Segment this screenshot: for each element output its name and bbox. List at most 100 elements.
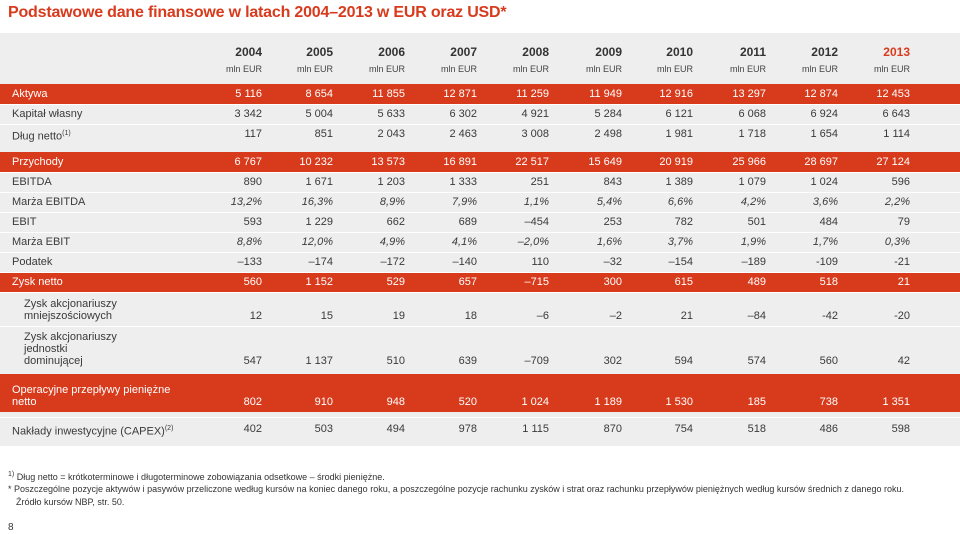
table-cell: 615 [674, 276, 693, 288]
table-cell: 843 [603, 176, 622, 188]
unit-header: mln EUR [873, 64, 910, 74]
table-cell: –454 [524, 216, 549, 228]
row-label: Operacyjne przepływy pieniężne netto [12, 384, 170, 408]
table-cell: 782 [674, 216, 693, 228]
table-cell: 11 949 [589, 88, 622, 100]
table-cell: –84 [747, 310, 766, 322]
table-cell: 12 [249, 310, 262, 322]
table-cell: 560 [819, 355, 838, 367]
table-cell: 547 [243, 355, 262, 367]
table-row: Marża EBITDA 13,2% 16,3% 8,9% 7,9% 1,1% 5,4% 6,… [0, 192, 960, 212]
row-label-text: Aktywa [12, 88, 48, 100]
table-cell: 489 [747, 276, 766, 288]
footnote-1-marker: 1) [8, 471, 15, 478]
row-label-line: Operacyjne przepływy pieniężne [12, 384, 171, 396]
footnote-1-text: Dług netto = krótkoterminowe i długoterm… [16, 472, 385, 482]
table-row: Kapitał własny 3 342 5 004 5 633 6 302 4 921 5… [0, 104, 960, 124]
table-cell: –715 [524, 276, 549, 288]
table-cell: 1 530 [665, 396, 693, 408]
table-row: Dług netto(1) 117 851 2 043 2 463 3 008 2 498 1… [0, 124, 960, 144]
table-cell: 3 008 [521, 128, 549, 140]
table-cell: 4,2% [740, 196, 766, 208]
table-cell: 1 203 [377, 176, 405, 188]
table-cell: 6 767 [234, 156, 262, 168]
table-cell: 3,6% [812, 196, 838, 208]
table-cell: 16,3% [301, 196, 333, 208]
table-row: Operacyjne przepływy pieniężne netto 802 91… [0, 374, 960, 412]
row-divider [0, 326, 960, 327]
page-title: Podstawowe dane finansowe w latach 2004–… [8, 4, 507, 21]
footnote-1: 1) Dług netto = krótkoterminowe i długot… [8, 469, 385, 483]
table-cell: 300 [603, 276, 622, 288]
table-cell: 2 043 [377, 128, 405, 140]
table-row: Zysk akcjonariuszy mniejszościowych 12 15 19… [0, 292, 960, 326]
table-cell: 1,6% [596, 236, 622, 248]
table-cell: –189 [741, 256, 766, 268]
year-header: 2013 [883, 45, 910, 59]
table-cell: 4,9% [379, 236, 405, 248]
row-label: Kapitał własny [12, 108, 82, 120]
table-cell: -42 [822, 310, 838, 322]
table-cell: 11 259 [516, 88, 549, 100]
table-cell: 910 [314, 396, 333, 408]
table-cell: 6 121 [665, 108, 693, 120]
table-cell: 560 [243, 276, 262, 288]
table-cell: 518 [747, 422, 766, 435]
table-cell: 1 024 [810, 176, 838, 188]
table-cell: 1 229 [305, 216, 333, 228]
table-cell: 596 [891, 176, 910, 188]
row-label: EBITDA [12, 176, 52, 188]
table-cell: 6 068 [738, 108, 766, 120]
table-cell: 890 [243, 176, 262, 188]
table-cell: 501 [747, 216, 766, 228]
row-label-line: Zysk akcjonariuszy [24, 331, 117, 343]
table-cell: 851 [314, 128, 333, 140]
year-header: 2007 [450, 45, 477, 59]
table-cell: 20 919 [659, 156, 693, 168]
table-cell: 253 [603, 216, 622, 228]
table-cell: 1 079 [738, 176, 766, 188]
table-cell: 21 [680, 310, 693, 322]
table-cell: –172 [380, 256, 405, 268]
table-cell: 593 [243, 216, 262, 228]
row-label-text: Kapitał własny [12, 108, 83, 120]
table-cell: 12 874 [804, 88, 838, 100]
year-header: 2012 [811, 45, 838, 59]
table-cell: –174 [308, 256, 333, 268]
year-header: 2004 [235, 45, 262, 59]
row-divider [0, 124, 960, 125]
table-cell: 185 [747, 396, 766, 408]
table-header: 2004 mln EUR 2005 mln EUR 2006 mln EUR 2007 mln… [0, 45, 960, 81]
page-number: 8 [8, 522, 14, 533]
table-cell: 754 [674, 422, 693, 435]
table-cell: 1 351 [882, 396, 910, 408]
year-header: 2011 [739, 45, 766, 59]
row-label: Podatek [12, 256, 52, 268]
table-cell: 1 654 [810, 128, 838, 140]
table-cell: 6 924 [810, 108, 838, 120]
unit-header: mln EUR [585, 64, 622, 74]
table-cell: –2,0% [517, 236, 549, 248]
table-cell: 79 [897, 216, 910, 228]
table-cell: 484 [819, 216, 838, 228]
row-label-text: Marża EBIT [12, 236, 71, 248]
table-cell: -109 [815, 256, 838, 268]
table-row: EBIT 593 1 229 662 689 –454 253 782 501 484 79 [0, 212, 960, 232]
unit-header: mln EUR [440, 64, 477, 74]
table-cell: 3 342 [234, 108, 262, 120]
table-cell: 2 463 [449, 128, 477, 140]
row-divider [0, 417, 960, 418]
row-label-line: dominującej [24, 355, 83, 367]
year-header: 2008 [522, 45, 549, 59]
table-cell: 1 137 [305, 355, 333, 367]
table-cell: 639 [458, 355, 477, 367]
table-cell: -20 [894, 310, 910, 322]
table-cell: 598 [891, 422, 910, 435]
row-label-text: Podatek [12, 256, 53, 268]
table-cell: 21 [897, 276, 910, 288]
table-cell: -21 [894, 256, 910, 268]
table-cell: 6,6% [667, 196, 693, 208]
table-cell: 1,7% [812, 236, 838, 248]
row-label-line: netto [12, 396, 37, 408]
table-cell: 1 389 [665, 176, 693, 188]
